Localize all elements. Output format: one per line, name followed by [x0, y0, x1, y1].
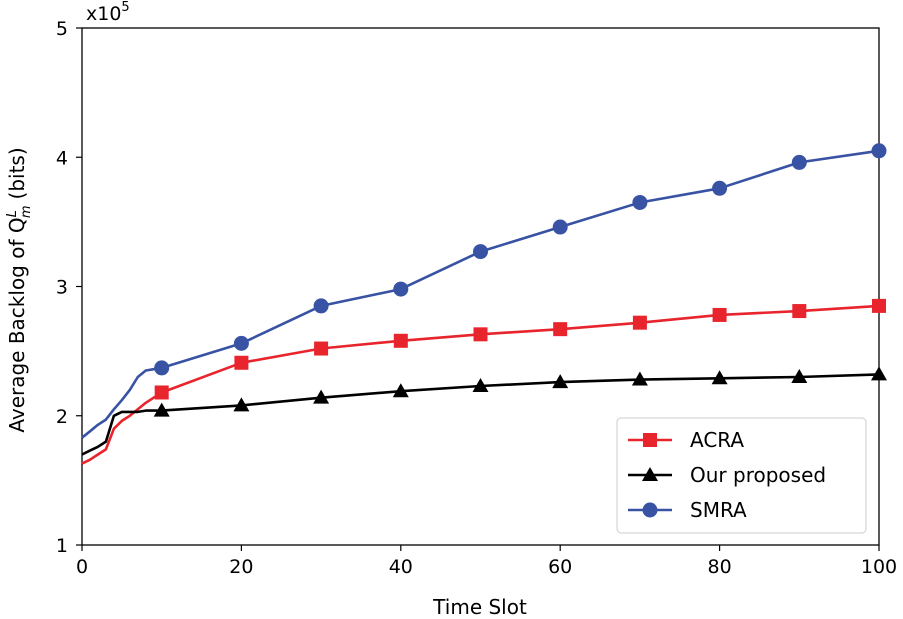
x-tick-label: 60: [548, 556, 572, 578]
legend-marker-acra: [643, 433, 657, 447]
data-point-our-proposed: [791, 368, 808, 383]
data-point-our-proposed: [871, 366, 887, 381]
data-point-smra: [233, 335, 249, 351]
data-point-smra: [552, 219, 568, 235]
series-markers: [153, 143, 887, 417]
data-point-acra: [792, 304, 807, 319]
data-point-acra: [314, 341, 329, 356]
data-point-smra: [871, 143, 887, 159]
data-point-our-proposed: [631, 371, 648, 386]
x-tick-label: 20: [229, 556, 253, 578]
y-tick-label: 1: [56, 535, 68, 557]
data-point-smra: [473, 244, 488, 260]
axis-ticks: 0 20 40 60 80 100 1 2 3 4 5: [56, 18, 897, 578]
data-point-smra: [791, 154, 807, 170]
data-point-acra: [154, 385, 169, 400]
series-line-smra: [81, 149, 880, 439]
legend-label-our-proposed: Our proposed: [690, 463, 826, 487]
data-point-smra: [712, 180, 728, 196]
x-tick-label: 0: [76, 556, 88, 578]
data-point-acra: [393, 333, 408, 348]
data-point-our-proposed: [392, 383, 409, 398]
data-point-our-proposed: [711, 370, 728, 385]
data-point-acra: [553, 322, 568, 337]
y-multiplier: x105: [86, 0, 130, 25]
y-tick-label: 3: [56, 277, 68, 299]
data-point-acra: [712, 307, 727, 322]
y-tick-label: 5: [56, 18, 68, 40]
legend-marker-smra: [642, 502, 658, 518]
x-tick-label: 80: [708, 556, 732, 578]
data-point-smra: [154, 360, 170, 376]
data-point-smra: [313, 298, 329, 314]
data-point-acra: [234, 355, 249, 370]
legend-marker-our-proposed: [642, 467, 658, 481]
legend-box: [616, 417, 867, 534]
data-point-smra: [393, 281, 409, 297]
x-axis-label: Time Slot: [432, 595, 527, 619]
legend-label-acra: ACRA: [690, 428, 744, 452]
x-tick-label: 40: [389, 556, 413, 578]
legend-label-smra: SMRA: [690, 498, 747, 522]
data-point-our-proposed: [472, 378, 489, 393]
y-tick-label: 4: [56, 147, 68, 169]
y-axis-label: Average Backlog of QLm(bits): [5, 147, 34, 432]
data-point-our-proposed: [233, 397, 250, 412]
data-point-acra: [632, 315, 647, 330]
data-point-acra: [872, 298, 886, 313]
data-point-our-proposed: [313, 389, 330, 404]
series-lines: [81, 149, 880, 465]
data-point-smra: [632, 194, 648, 210]
data-point-our-proposed: [153, 402, 170, 417]
x-tick-label: 100: [861, 556, 897, 578]
data-point-our-proposed: [552, 374, 569, 389]
data-point-acra: [473, 327, 488, 342]
legend: ACRA Our proposed SMRA: [616, 417, 867, 534]
y-tick-label: 2: [56, 406, 68, 428]
